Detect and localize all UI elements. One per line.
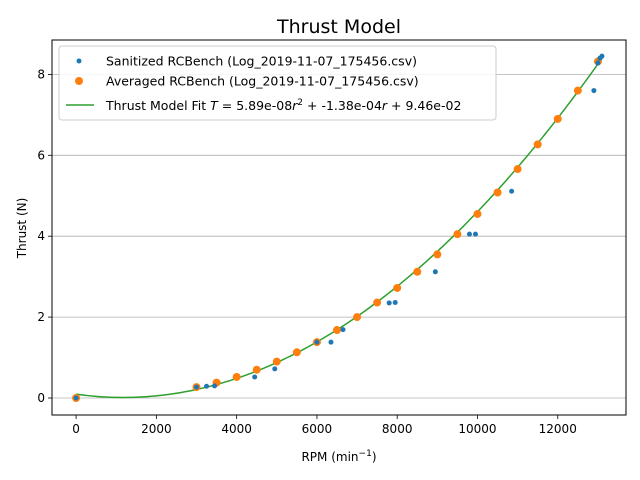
sanitized-point (472, 231, 478, 237)
x-tick-label: 8000 (382, 422, 413, 436)
y-tick-label: 0 (37, 391, 45, 405)
sanitized-point (272, 366, 278, 372)
averaged-point (393, 283, 402, 292)
legend-fit-r2: r (382, 98, 388, 113)
sanitized-point (204, 383, 210, 389)
x-ticks: 0 2000 4000 6000 8000 10000 12000 (72, 415, 577, 436)
sanitized-point (340, 327, 346, 333)
averaged-point (453, 230, 462, 239)
averaged-point (573, 86, 582, 95)
legend-fit-lhs: T (210, 98, 219, 113)
x-tick-label: 10000 (458, 422, 496, 436)
x-tick-label: 2000 (141, 422, 172, 436)
sanitized-point (392, 300, 398, 306)
y-axis-label: Thrust (N) (15, 198, 29, 260)
sanitized-point (432, 269, 438, 275)
y-tick-label: 6 (37, 148, 45, 162)
plot-frame (51, 39, 627, 416)
sanitized-point (509, 188, 515, 194)
sanitized-point (591, 88, 597, 94)
y-gridlines (52, 73, 626, 399)
averaged-point (433, 250, 442, 259)
sanitized-point (599, 53, 605, 59)
averaged-point (332, 326, 341, 335)
sanitized-points (73, 53, 605, 401)
sanitized-point (314, 339, 320, 345)
averaged-point (252, 365, 261, 374)
averaged-point (292, 348, 301, 357)
averaged-point (353, 313, 362, 322)
averaged-point (413, 267, 422, 276)
y-tick-label: 8 (37, 67, 45, 81)
sanitized-point (252, 374, 258, 380)
x-tick-label: 4000 (221, 422, 252, 436)
averaged-point (272, 357, 281, 366)
y-tick-label: 2 (37, 310, 45, 324)
x-tick-label: 6000 (302, 422, 333, 436)
sanitized-point (386, 300, 392, 306)
x-axis-label-text: RPM (301, 450, 327, 464)
legend-marker-sanitized (76, 58, 82, 64)
legend-fit-c: 9.46e-02 (405, 98, 461, 113)
sanitized-point (595, 60, 601, 66)
averaged-points (72, 57, 602, 403)
x-tick-label: 0 (72, 422, 80, 436)
x-tick-label: 12000 (539, 422, 577, 436)
averaged-point (533, 140, 542, 149)
averaged-point (473, 209, 482, 218)
x-axis-unit-exponent: −1 (359, 449, 372, 459)
legend-label-fit: Thrust Model Fit T = 5.89e-08r2 + -1.38e… (105, 98, 461, 113)
averaged-point (493, 188, 502, 197)
sanitized-point (212, 383, 218, 389)
legend-fit-r1: r (292, 98, 298, 113)
sanitized-point (73, 395, 79, 401)
x-axis-label: RPM (min−1) (301, 449, 376, 464)
legend-label-averaged: Averaged RCBench (Log_2019-11-07_175456.… (106, 74, 419, 89)
legend: Sanitized RCBench (Log_2019-11-07_175456… (58, 45, 497, 121)
sanitized-point (194, 384, 200, 390)
sanitized-point (466, 231, 472, 237)
legend-marker-averaged (75, 77, 83, 85)
y-ticks: 0 2 4 6 8 (37, 67, 52, 405)
legend-fit-prefix: Thrust Model Fit (105, 98, 210, 113)
sanitized-point (328, 339, 334, 345)
legend-fit-b: -1.38e-04 (321, 98, 381, 113)
x-axis-unit: min (336, 450, 359, 464)
legend-label-sanitized: Sanitized RCBench (Log_2019-11-07_175456… (106, 54, 417, 69)
averaged-point (232, 372, 241, 381)
averaged-point (373, 298, 382, 307)
averaged-point (553, 114, 562, 123)
legend-box (58, 45, 497, 121)
chart-title: Thrust Model (276, 16, 401, 38)
legend-fit-a: 5.89e-08 (236, 98, 292, 113)
averaged-point (513, 165, 522, 174)
y-tick-label: 4 (37, 229, 45, 243)
